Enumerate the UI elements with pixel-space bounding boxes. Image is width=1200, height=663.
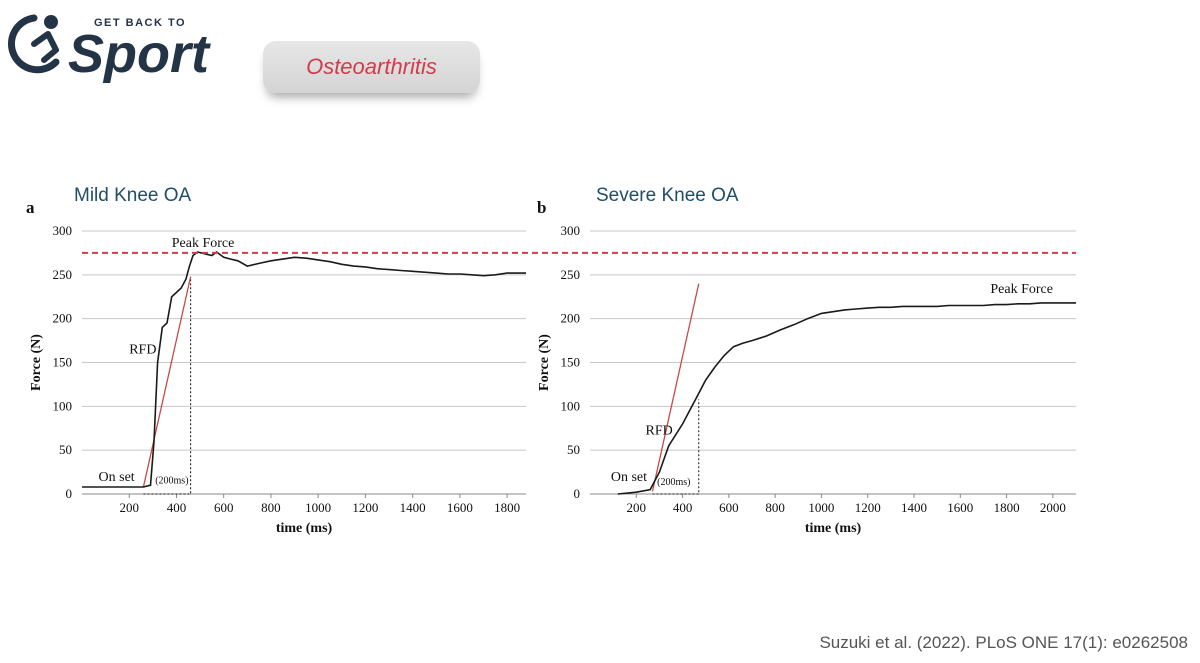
peak-force-annotation: Peak Force [990, 282, 1053, 297]
x-tick-label: 1000 [808, 500, 834, 515]
x-tick-label: 400 [673, 500, 693, 515]
force-curve [82, 251, 526, 488]
panel-title: Mild Knee OA [74, 185, 192, 206]
y-tick-label: 300 [53, 223, 73, 238]
onset-annotation: On set [611, 470, 647, 485]
rfd-line [651, 283, 700, 492]
x-tick-label: 1600 [447, 500, 473, 515]
y-axis-label: Force (N) [29, 334, 44, 391]
x-tick-label: 1600 [947, 500, 973, 515]
y-tick-label: 0 [66, 486, 73, 501]
x-tick-label: 400 [167, 500, 187, 515]
citation-text: Suzuki et al. (2022). PLoS ONE 17(1): e0… [819, 633, 1188, 652]
panel-letter: b [537, 198, 546, 217]
y-tick-label: 300 [561, 223, 581, 238]
onset-window-bracket [652, 399, 700, 495]
y-axis-label: Force (N) [537, 334, 552, 391]
force-curve [617, 302, 1076, 495]
x-tick-label: 1400 [400, 500, 426, 515]
y-tick-label: 250 [53, 267, 73, 282]
y-tick-label: 200 [53, 311, 73, 326]
x-tick-label: 1200 [855, 500, 881, 515]
peak-force-annotation: Peak Force [172, 236, 235, 251]
topic-badge: Osteoarthritis [263, 41, 480, 93]
rfd-line [142, 276, 192, 488]
x-tick-label: 200 [627, 500, 647, 515]
x-tick-label: 600 [719, 500, 739, 515]
force-time-charts: a Mild Knee OA 0 50 100 150 200 250 300 200 400 600… [26, 185, 1076, 536]
panel-mild-knee-oa: a Mild Knee OA 0 50 100 150 200 250 300 200 400 600… [26, 185, 526, 536]
x-tick-label: 1800 [494, 500, 520, 515]
x-tick-label: 1000 [305, 500, 331, 515]
logo-big-text: Sport [68, 24, 211, 84]
logo-small-text: GET BACK TO [94, 17, 186, 29]
y-tick-label: 0 [574, 486, 581, 501]
y-tick-label: 150 [53, 355, 73, 370]
window-annotation: (200ms) [155, 475, 188, 486]
get-back-to-sport-logo: GET BACK TO Sport [7, 14, 211, 84]
x-tick-label: 1200 [352, 500, 378, 515]
y-tick-label: 200 [561, 311, 581, 326]
onset-annotation: On set [99, 470, 135, 485]
rfd-annotation: RFD [646, 423, 673, 438]
y-tick-label: 150 [561, 355, 581, 370]
x-tick-label: 800 [261, 500, 281, 515]
topic-label: Osteoarthritis [306, 54, 437, 79]
panel-letter: a [26, 198, 35, 217]
y-tick-label: 50 [567, 442, 580, 457]
y-tick-label: 100 [53, 398, 73, 413]
x-tick-label: 200 [119, 500, 139, 515]
onset-window-bracket [143, 276, 192, 495]
y-tick-label: 250 [561, 267, 581, 282]
x-tick-label: 1800 [994, 500, 1020, 515]
x-tick-label: 600 [214, 500, 234, 515]
x-axis-label: time (ms) [276, 521, 333, 536]
x-tick-label: 2000 [1040, 500, 1066, 515]
panel-title: Severe Knee OA [596, 185, 739, 206]
panel-severe-knee-oa: b Severe Knee OA 0 50 100 150 200 250 300 200 400 6… [537, 185, 1076, 536]
y-tick-label: 100 [561, 398, 581, 413]
y-tick-label: 50 [59, 442, 72, 457]
x-tick-label: 800 [765, 500, 785, 515]
logo-runner-icon [7, 14, 60, 74]
x-axis-label: time (ms) [805, 521, 862, 536]
x-tick-label: 1400 [901, 500, 927, 515]
window-annotation: (200ms) [657, 477, 690, 488]
rfd-annotation: RFD [129, 343, 156, 358]
